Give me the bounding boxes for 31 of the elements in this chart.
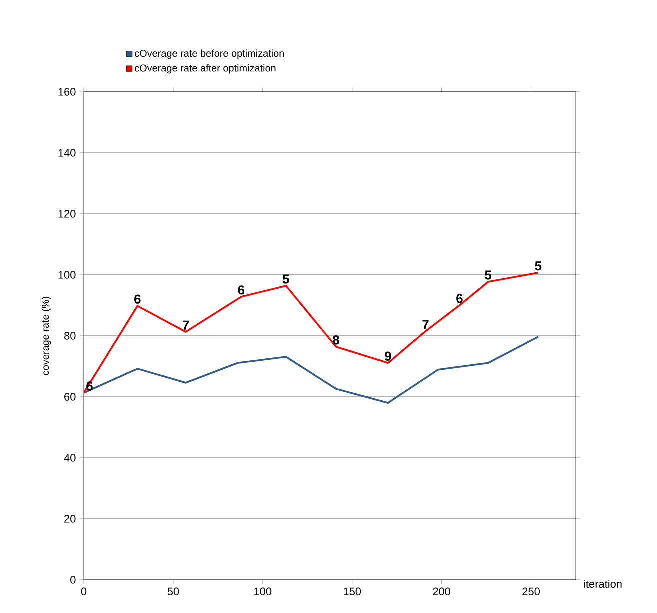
y-tick-label: 120 bbox=[58, 210, 76, 218]
annotation: 5 bbox=[282, 274, 290, 284]
annotation: 7 bbox=[422, 320, 429, 330]
legend-label: cOverage rate after optimization bbox=[135, 64, 276, 74]
y-tick-label: 40 bbox=[64, 454, 76, 462]
x-tick-label: 100 bbox=[254, 588, 272, 596]
annotation: 5 bbox=[485, 270, 492, 280]
annotation: 8 bbox=[333, 336, 340, 345]
y-tick-label: 160 bbox=[58, 88, 76, 96]
legend-label: cOverage rate before optimization bbox=[135, 50, 284, 60]
y-tick-label: 60 bbox=[64, 393, 76, 401]
y-tick-label: 100 bbox=[58, 271, 76, 279]
x-tick-label: 0 bbox=[81, 588, 87, 596]
y-tick-label: 0 bbox=[70, 576, 76, 584]
annotation: 6 bbox=[456, 294, 463, 304]
annotation: 6 bbox=[238, 286, 245, 295]
y-tick-label: 140 bbox=[58, 149, 76, 157]
line-series bbox=[84, 272, 540, 394]
y-tick-label: 80 bbox=[64, 332, 76, 340]
x-tick-label: 150 bbox=[344, 588, 362, 596]
x-tick-label: 250 bbox=[522, 588, 540, 596]
y-axis-title: coverage rate (%) bbox=[42, 297, 52, 376]
y-tick-label: 20 bbox=[64, 515, 76, 523]
annotation: 7 bbox=[182, 320, 190, 330]
annotation: 9 bbox=[385, 352, 392, 361]
x-tick-label: 50 bbox=[168, 588, 180, 596]
line-series bbox=[84, 336, 540, 404]
annotation: 5 bbox=[535, 262, 542, 271]
x-tick-label: 200 bbox=[433, 588, 451, 596]
annotation: 6 bbox=[134, 294, 141, 304]
x-axis-title: iteration bbox=[584, 580, 622, 588]
